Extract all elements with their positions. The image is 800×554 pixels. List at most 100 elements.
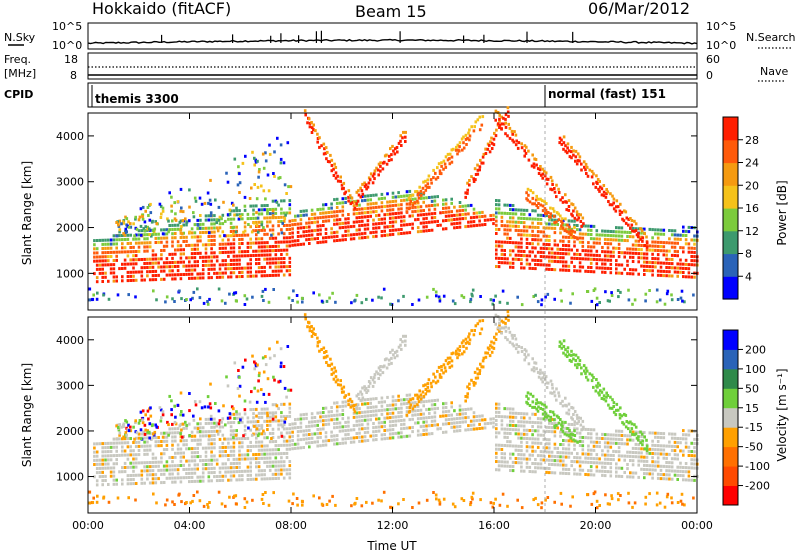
power-cell — [132, 278, 135, 282]
velocity-cell — [285, 472, 289, 476]
power-cell — [126, 275, 130, 278]
power-cell — [534, 254, 537, 258]
power-cell — [561, 217, 564, 221]
velocity-cell — [481, 359, 485, 363]
velocity-cell — [182, 476, 185, 480]
velocity-cell — [372, 409, 375, 413]
power-cell — [263, 265, 266, 269]
velocity-cell — [442, 414, 445, 418]
velocity-cell — [408, 418, 412, 422]
velocity-cell — [400, 406, 403, 410]
power-cell — [665, 270, 668, 274]
power-cell — [344, 238, 347, 242]
velocity-cell — [631, 459, 635, 463]
velocity-cell — [333, 401, 336, 405]
power-cell — [366, 219, 370, 223]
power-cell — [322, 236, 325, 240]
power-cell — [503, 224, 506, 228]
velocity-cell — [509, 419, 512, 423]
power-cell — [522, 229, 526, 233]
velocity-cell — [339, 383, 342, 387]
velocity-cell — [402, 426, 406, 430]
power-cell — [292, 289, 295, 293]
power-cell — [115, 234, 119, 238]
power-cell — [670, 298, 674, 302]
power-cell — [268, 220, 272, 224]
power-cell — [380, 221, 384, 225]
velocity-cell — [235, 429, 238, 433]
power-cell — [157, 236, 160, 240]
power-cell — [500, 219, 504, 223]
velocity-cell — [367, 385, 371, 389]
velocity-cell — [338, 421, 342, 425]
velocity-cell — [335, 405, 339, 409]
velocity-cell — [578, 472, 582, 476]
power-cell — [224, 259, 227, 263]
velocity-cell — [573, 443, 576, 447]
power-cell — [288, 223, 292, 227]
velocity-cell — [165, 443, 169, 447]
power-cell — [514, 133, 518, 137]
power-cell — [472, 215, 476, 219]
power-cell — [492, 213, 495, 217]
velocity-cell — [662, 436, 666, 440]
power-cell — [690, 255, 693, 258]
velocity-cell — [391, 411, 395, 415]
velocity-cell — [668, 452, 671, 456]
power-cell — [426, 185, 429, 189]
power-cell — [564, 235, 568, 239]
velocity-cell — [129, 445, 132, 449]
velocity-cell — [358, 415, 361, 419]
power-cell — [107, 297, 111, 301]
power-cell — [542, 230, 546, 234]
velocity-cell — [464, 416, 467, 420]
power-cell — [567, 205, 571, 208]
velocity-cell — [213, 471, 216, 474]
power-cell — [235, 266, 238, 270]
power-cell — [448, 152, 452, 156]
velocity-cell — [188, 467, 191, 471]
velocity-cell — [631, 438, 635, 442]
velocity-cell — [229, 421, 233, 425]
power-cell — [656, 240, 660, 244]
velocity-cell — [257, 428, 261, 432]
velocity-cell — [386, 404, 389, 408]
power-cell — [683, 300, 686, 304]
power-cell — [615, 271, 618, 275]
velocity-cell — [397, 415, 400, 419]
power-cell — [204, 243, 208, 247]
power-cell — [107, 263, 110, 267]
power-cell — [411, 303, 414, 306]
velocity-cell — [296, 426, 300, 429]
velocity-cell — [595, 444, 599, 448]
power-cell — [492, 298, 495, 302]
velocity-cell — [215, 479, 219, 483]
power-cell — [538, 168, 542, 172]
power-cell — [262, 226, 265, 230]
velocity-cell — [271, 419, 275, 423]
power-cell — [282, 236, 286, 240]
velocity-cell — [442, 430, 445, 434]
velocity-cell — [676, 469, 679, 473]
velocity-cell — [564, 439, 568, 443]
velocity-cell — [539, 417, 543, 421]
power-cell — [176, 244, 180, 248]
velocity-cell — [330, 438, 333, 442]
velocity-cell — [227, 458, 230, 462]
velocity-cell — [425, 416, 428, 420]
power-cell — [656, 261, 660, 265]
velocity-cell — [617, 454, 621, 458]
velocity-cell — [637, 463, 640, 467]
power-cell — [679, 266, 682, 270]
velocity-cell — [357, 392, 360, 396]
power-cell — [333, 218, 336, 222]
velocity-cell — [469, 427, 473, 431]
power-cell — [243, 254, 247, 258]
power-cell — [509, 253, 512, 257]
velocity-cell — [249, 461, 252, 465]
power-cell — [439, 211, 442, 215]
power-cell — [507, 114, 510, 118]
velocity-cell — [525, 432, 529, 436]
power-cell — [609, 250, 613, 254]
velocity-cell — [390, 356, 393, 360]
